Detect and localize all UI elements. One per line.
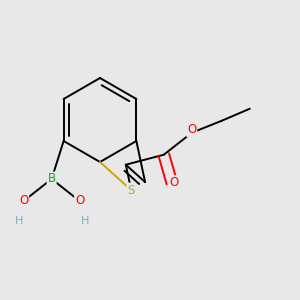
Text: O: O bbox=[187, 123, 196, 136]
Text: O: O bbox=[169, 176, 178, 189]
Text: H: H bbox=[80, 216, 89, 226]
Text: O: O bbox=[75, 194, 84, 208]
Text: S: S bbox=[128, 184, 135, 196]
Text: B: B bbox=[48, 172, 56, 185]
Text: O: O bbox=[19, 194, 28, 208]
Text: H: H bbox=[14, 216, 23, 226]
